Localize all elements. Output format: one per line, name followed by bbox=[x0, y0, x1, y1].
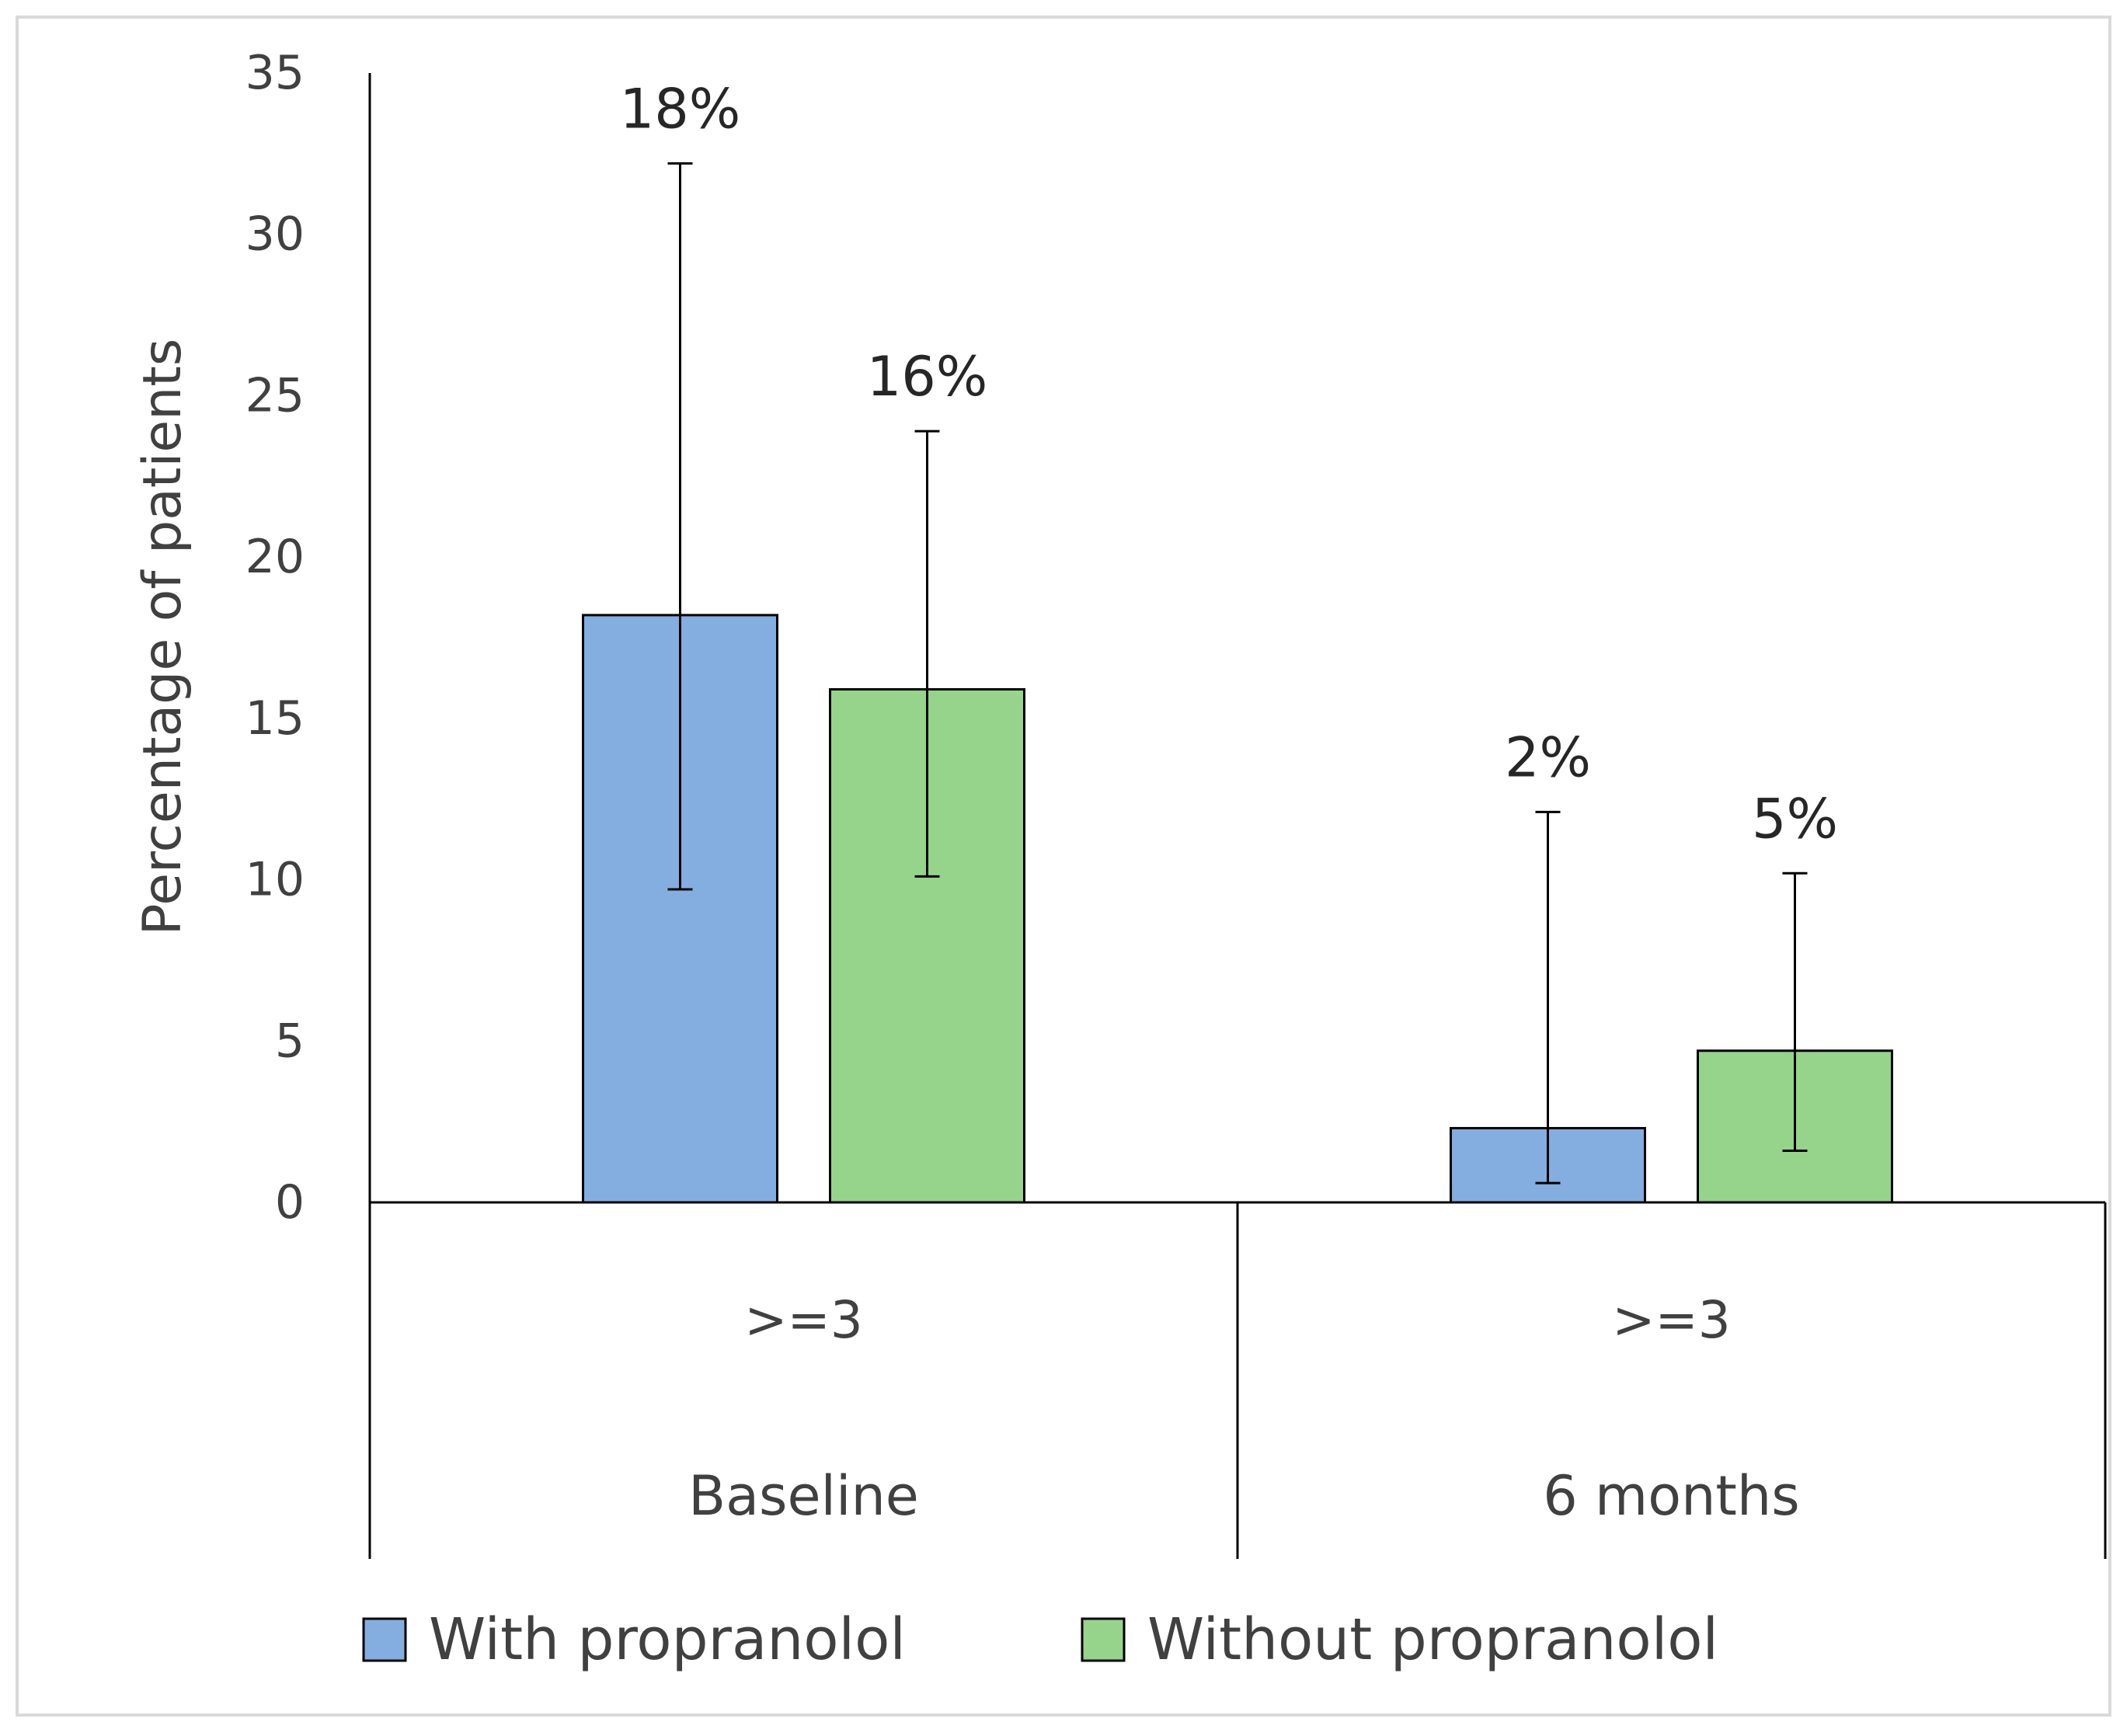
data-label: 18% bbox=[620, 77, 741, 141]
y-axis-title: Percentage of patients bbox=[132, 339, 193, 936]
y-tick-label: 25 bbox=[245, 368, 305, 423]
x-group-label: Baseline bbox=[688, 1464, 919, 1528]
legend-label: Without propranolol bbox=[1147, 1606, 1718, 1673]
y-tick-label: 0 bbox=[275, 1175, 305, 1230]
y-tick-label: 10 bbox=[245, 853, 305, 907]
chart-border bbox=[16, 16, 2111, 1717]
data-label: 5% bbox=[1752, 787, 1838, 851]
data-label: 2% bbox=[1505, 725, 1591, 789]
legend-label: With propranolol bbox=[429, 1606, 906, 1673]
legend-swatch bbox=[1081, 1617, 1126, 1662]
legend-swatch bbox=[362, 1617, 407, 1662]
data-label: 16% bbox=[867, 345, 988, 409]
y-tick-label: 15 bbox=[245, 691, 305, 746]
x-sublabel: >=3 bbox=[744, 1290, 863, 1350]
y-tick-label: 5 bbox=[275, 1014, 305, 1068]
x-sublabel: >=3 bbox=[1612, 1290, 1731, 1350]
y-tick-label: 20 bbox=[245, 530, 305, 584]
y-tick-label: 35 bbox=[245, 46, 305, 100]
x-group-label: 6 months bbox=[1543, 1464, 1799, 1528]
y-tick-label: 30 bbox=[245, 207, 305, 262]
